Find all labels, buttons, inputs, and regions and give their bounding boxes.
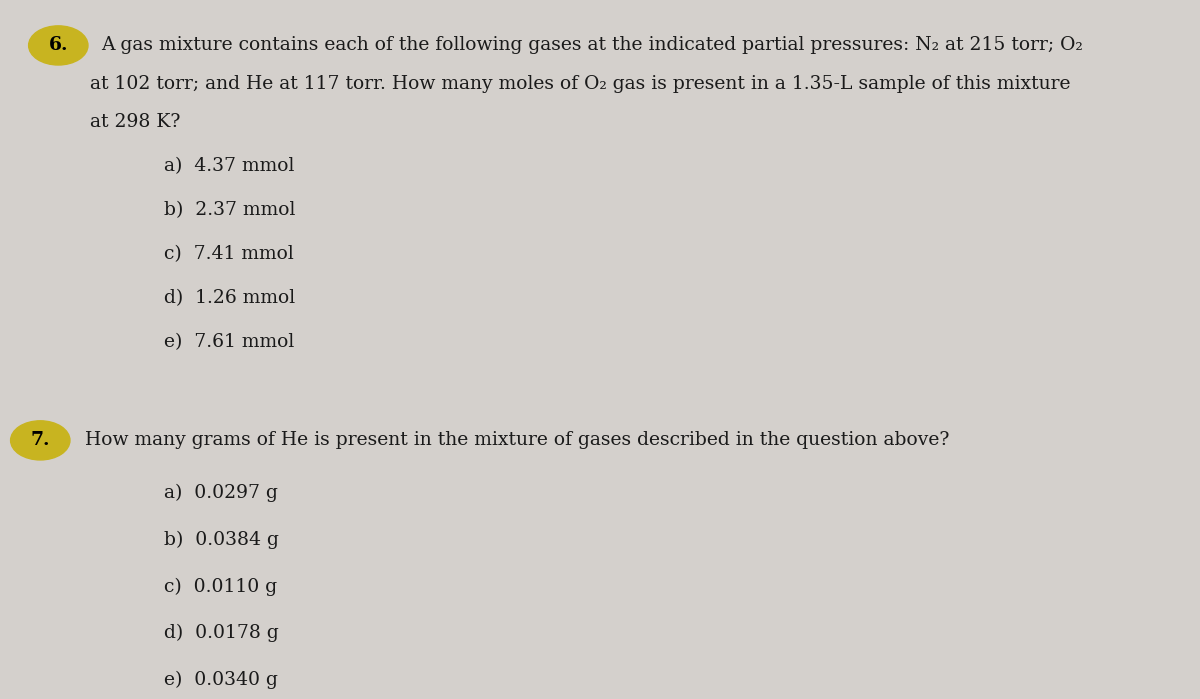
Text: d) 1.26 mmol: d) 1.26 mmol (164, 289, 295, 307)
Text: b) 2.37 mmol: b) 2.37 mmol (164, 201, 295, 219)
Text: c) 0.0110 g: c) 0.0110 g (164, 577, 277, 596)
Text: a) 0.0297 g: a) 0.0297 g (164, 484, 278, 502)
Text: How many grams of He is present in the mixture of gases described in the questio: How many grams of He is present in the m… (85, 431, 949, 449)
Text: a) 4.37 mmol: a) 4.37 mmol (164, 157, 295, 175)
Text: at 298 K?: at 298 K? (90, 113, 180, 131)
Text: c) 7.41 mmol: c) 7.41 mmol (164, 245, 294, 263)
Circle shape (11, 421, 70, 460)
Text: d) 0.0178 g: d) 0.0178 g (164, 624, 280, 642)
Text: 6.: 6. (48, 36, 68, 55)
Text: e) 7.61 mmol: e) 7.61 mmol (164, 333, 294, 351)
Text: A gas mixture contains each of the following gases at the indicated partial pres: A gas mixture contains each of the follo… (101, 36, 1082, 55)
Text: 7.: 7. (30, 431, 50, 449)
Circle shape (29, 26, 88, 65)
Text: e) 0.0340 g: e) 0.0340 g (164, 671, 278, 689)
Text: b) 0.0384 g: b) 0.0384 g (164, 531, 280, 549)
Text: at 102 torr; and He at 117 torr. How many moles of O₂ gas is present in a 1.35-L: at 102 torr; and He at 117 torr. How man… (90, 75, 1070, 93)
